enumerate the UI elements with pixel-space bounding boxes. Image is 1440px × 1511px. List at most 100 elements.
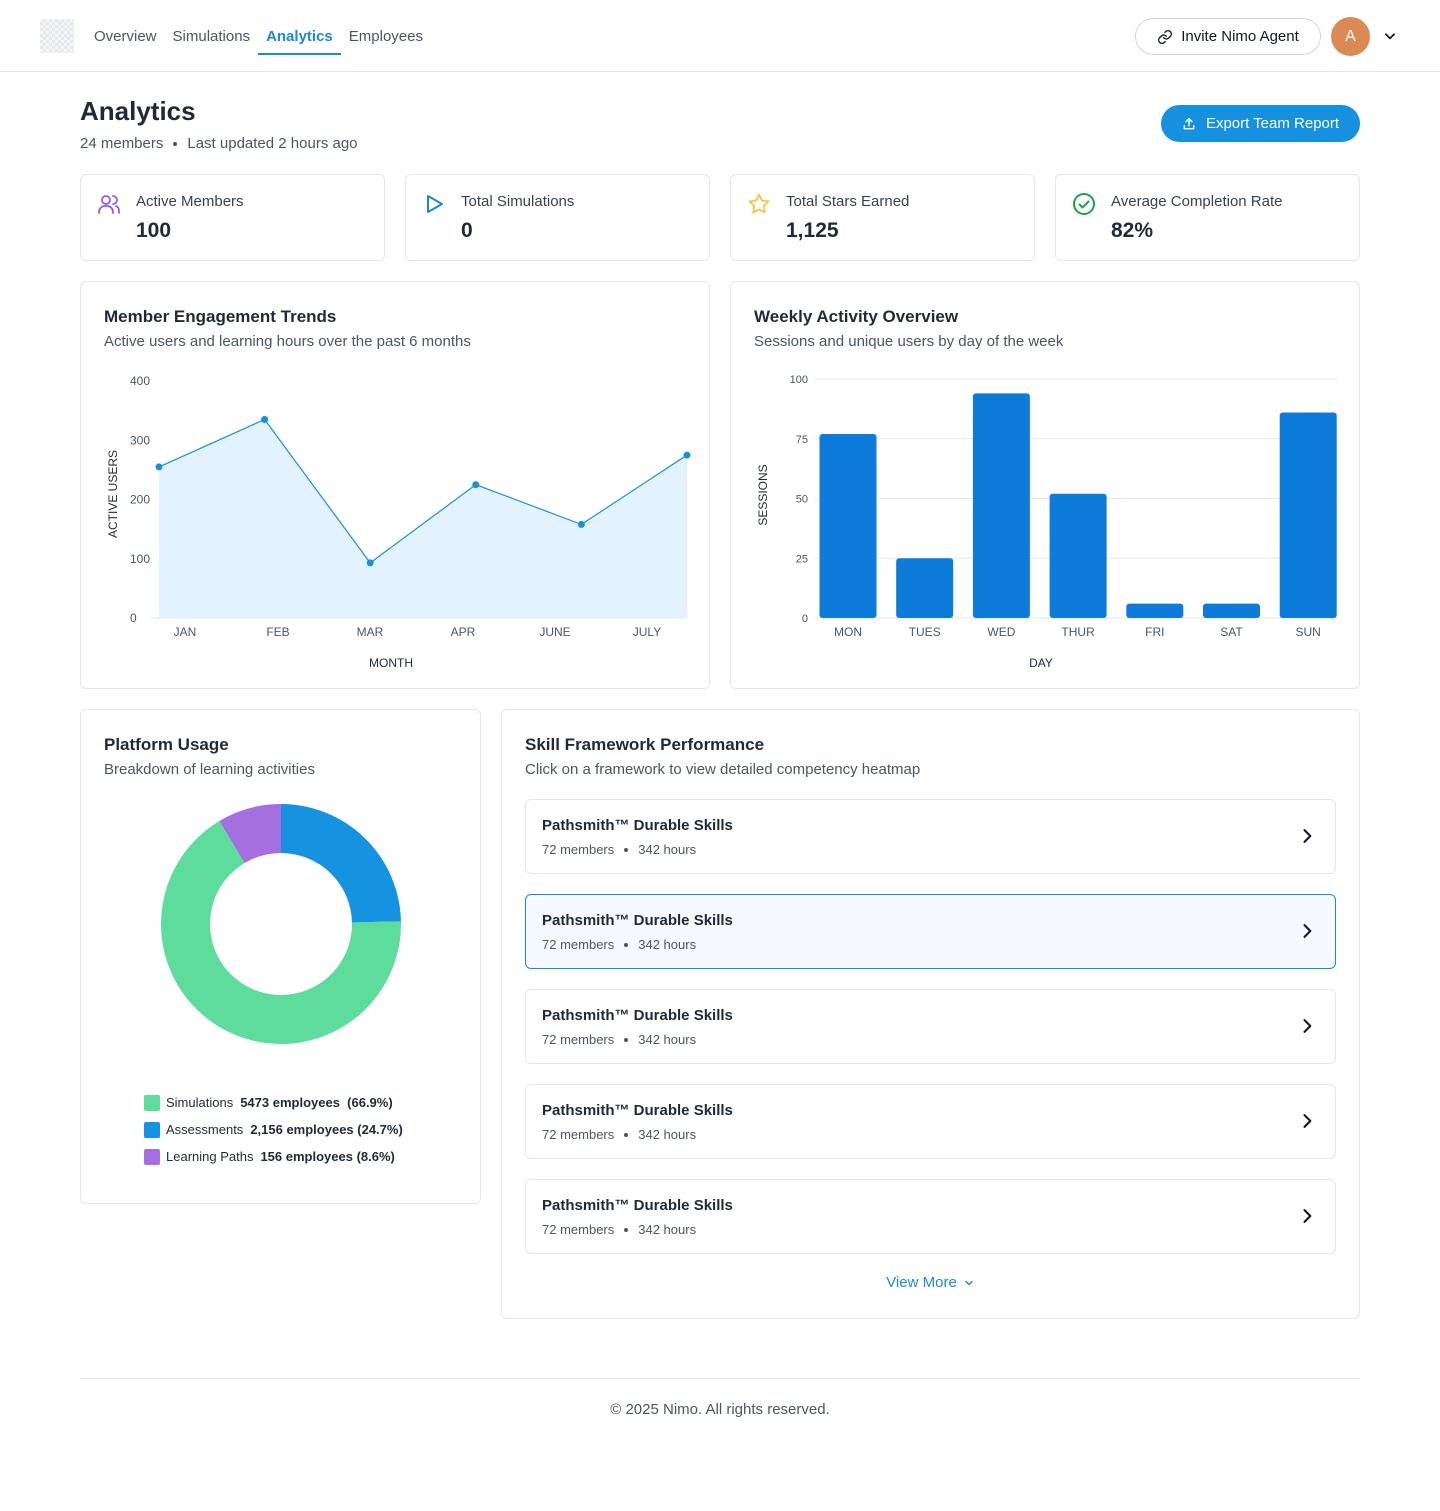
legend-label: Simulations bbox=[166, 1095, 234, 1110]
separator-dot bbox=[624, 1227, 629, 1232]
skill-framework-item[interactable]: Pathsmith™ Durable Skills 72 members 342 … bbox=[525, 989, 1336, 1064]
x-tick-label: MAR bbox=[357, 625, 384, 639]
skill-framework-panel: Skill Framework Performance Click on a f… bbox=[501, 709, 1360, 1319]
legend-item-simulations: Simulations 5473 employees (66.9%) bbox=[144, 1089, 403, 1116]
page-subtitle: 24 members Last updated 2 hours ago bbox=[80, 135, 358, 152]
engagement-panel: Member Engagement Trends Active users an… bbox=[80, 281, 710, 689]
nav-simulations[interactable]: Simulations bbox=[172, 27, 251, 45]
donut-slice-assessments bbox=[281, 804, 401, 923]
stat-value: 82% bbox=[1111, 219, 1154, 242]
nav-employees[interactable]: Employees bbox=[348, 27, 423, 45]
users-icon bbox=[98, 195, 120, 214]
main-nav: Overview Simulations Analytics Employees bbox=[86, 0, 431, 72]
y-tick-label: 0 bbox=[802, 613, 808, 625]
x-tick-label: JULY bbox=[633, 625, 661, 639]
page-title: Analytics bbox=[80, 96, 196, 126]
skill-framework-item[interactable]: Pathsmith™ Durable Skills 72 members 342 … bbox=[525, 1084, 1336, 1159]
legend-item-assessments: Assessments 2,156 employees (24.7%) bbox=[144, 1116, 403, 1143]
skill-name: Pathsmith™ Durable Skills bbox=[542, 1197, 733, 1214]
legend-label: Learning Paths bbox=[166, 1149, 254, 1164]
skill-hours: 342 hours bbox=[638, 1127, 697, 1142]
x-tick-label: JAN bbox=[174, 625, 197, 639]
y-tick-label: 50 bbox=[796, 494, 808, 506]
skill-hours: 342 hours bbox=[638, 1032, 697, 1047]
skill-meta: 72 members 342 hours bbox=[542, 1127, 696, 1142]
panel-subtitle: Active users and learning hours over the… bbox=[104, 333, 471, 350]
weekly-panel: Weekly Activity Overview Sessions and un… bbox=[730, 281, 1360, 689]
skill-framework-item-selected[interactable]: Pathsmith™ Durable Skills 72 members 342 … bbox=[525, 894, 1336, 969]
data-point bbox=[366, 559, 374, 567]
skill-meta: 72 members 342 hours bbox=[542, 937, 696, 952]
data-point bbox=[683, 451, 691, 459]
skill-hours: 342 hours bbox=[638, 1222, 697, 1237]
x-tick-label: SAT bbox=[1220, 625, 1243, 639]
footer-copyright: © 2025 Nimo. All rights reserved. bbox=[610, 1401, 830, 1418]
skill-members: 72 members bbox=[542, 1127, 615, 1142]
upload-icon bbox=[1183, 117, 1195, 129]
avatar[interactable]: A bbox=[1331, 17, 1370, 56]
x-tick-label: WED bbox=[987, 625, 1015, 639]
legend-value: 5473 employees (66.9%) bbox=[240, 1095, 393, 1110]
chevron-down-icon[interactable] bbox=[1380, 26, 1400, 46]
skill-hours: 342 hours bbox=[638, 842, 697, 857]
panel-title: Weekly Activity Overview bbox=[754, 307, 959, 326]
legend-label: Assessments bbox=[166, 1122, 244, 1137]
chevron-right-icon bbox=[1303, 1209, 1312, 1223]
bar bbox=[1049, 493, 1107, 618]
skill-hours: 342 hours bbox=[638, 937, 697, 952]
panel-title: Member Engagement Trends bbox=[104, 307, 337, 326]
invite-agent-label: Invite Nimo Agent bbox=[1181, 28, 1299, 45]
legend-swatch bbox=[144, 1121, 160, 1138]
view-more-button[interactable]: View More bbox=[502, 1274, 1359, 1291]
bar bbox=[819, 433, 877, 618]
bar bbox=[1126, 603, 1184, 618]
view-more-label: View More bbox=[886, 1274, 957, 1291]
x-tick-label: SUN bbox=[1296, 625, 1321, 639]
invite-agent-button[interactable]: Invite Nimo Agent bbox=[1135, 18, 1321, 55]
stat-label: Average Completion Rate bbox=[1111, 193, 1283, 210]
area-fill bbox=[159, 419, 687, 618]
skill-framework-item[interactable]: Pathsmith™ Durable Skills 72 members 342 … bbox=[525, 799, 1336, 874]
bar bbox=[972, 393, 1030, 618]
legend-value: 156 employees (8.6%) bbox=[260, 1149, 395, 1164]
engagement-line-chart: 0 100 200 300 400 JAN FEB MAR APR JUNE JULY MONTH AC… bbox=[106, 374, 691, 670]
stat-card-total-stars: Total Stars Earned 1,125 bbox=[730, 174, 1035, 261]
stat-card-completion-rate: Average Completion Rate 82% bbox=[1055, 174, 1360, 261]
play-icon bbox=[427, 195, 443, 213]
bar bbox=[1279, 412, 1337, 618]
top-navigation-bar: Overview Simulations Analytics Employees… bbox=[0, 0, 1440, 72]
y-tick-label: 25 bbox=[796, 553, 808, 565]
skill-name: Pathsmith™ Durable Skills bbox=[542, 1102, 733, 1119]
data-point bbox=[155, 463, 163, 471]
skill-name: Pathsmith™ Durable Skills bbox=[542, 912, 733, 929]
skill-framework-item[interactable]: Pathsmith™ Durable Skills 72 members 342 … bbox=[525, 1179, 1336, 1254]
skill-meta: 72 members 342 hours bbox=[542, 1032, 696, 1047]
platform-donut-chart bbox=[160, 804, 401, 1045]
chevron-right-icon bbox=[1303, 829, 1312, 843]
skill-name: Pathsmith™ Durable Skills bbox=[542, 1007, 733, 1024]
x-tick-label: THUR bbox=[1061, 625, 1095, 639]
logo[interactable] bbox=[40, 19, 74, 53]
skill-members: 72 members bbox=[542, 1032, 615, 1047]
x-tick-label: JUNE bbox=[539, 625, 570, 639]
nav-overview[interactable]: Overview bbox=[94, 27, 157, 45]
donut-slice-learning-paths bbox=[219, 804, 281, 864]
data-point bbox=[577, 520, 585, 528]
bar bbox=[1203, 603, 1260, 618]
panel-title: Platform Usage bbox=[104, 735, 229, 754]
export-report-label: Export Team Report bbox=[1205, 115, 1340, 132]
stat-value: 0 bbox=[461, 219, 473, 242]
separator-dot bbox=[624, 1037, 629, 1042]
panel-subtitle: Click on a framework to view detailed co… bbox=[525, 761, 921, 778]
x-tick-label: FRI bbox=[1145, 625, 1164, 639]
skill-name: Pathsmith™ Durable Skills bbox=[542, 817, 733, 834]
y-tick-label: 0 bbox=[130, 611, 137, 625]
y-tick-label: 200 bbox=[130, 493, 150, 507]
donut-legend: Simulations 5473 employees (66.9%) Asses… bbox=[144, 1089, 403, 1170]
x-axis-title: MONTH bbox=[369, 656, 413, 670]
export-report-button[interactable]: Export Team Report bbox=[1161, 105, 1360, 142]
donut-slice-simulations bbox=[160, 821, 401, 1045]
nav-analytics[interactable]: Analytics bbox=[258, 0, 341, 72]
x-tick-label: MON bbox=[834, 625, 862, 639]
separator-dot bbox=[624, 1132, 629, 1137]
